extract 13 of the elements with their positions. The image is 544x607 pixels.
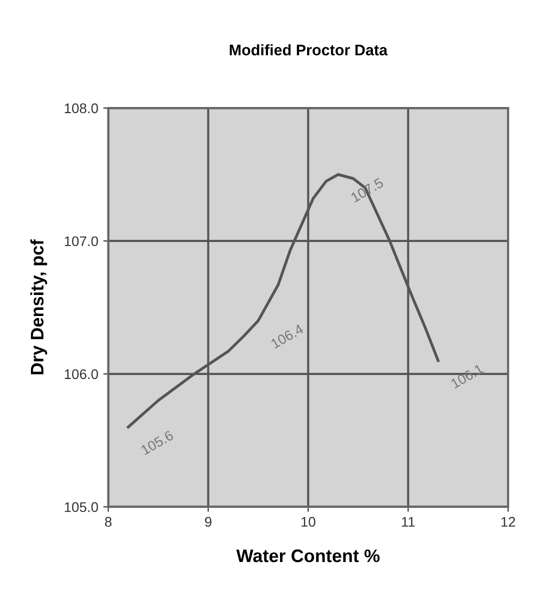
x-tick-label: 12	[501, 516, 516, 527]
x-tick-label: 11	[402, 517, 415, 527]
x-tick-label: 10	[302, 516, 316, 527]
y-tick-label: 108.0	[64, 103, 98, 114]
y-axis-title: Dry Density, pcf	[30, 239, 48, 374]
chart-title: Modified Proctor Data	[230, 44, 388, 56]
x-tick-label: 8	[105, 516, 112, 527]
data-label: 106.1	[450, 364, 484, 389]
y-tick-label: 105.0	[64, 502, 98, 512]
y-tick-label: 107.0	[64, 236, 98, 246]
y-tick-label: 106.0	[64, 369, 98, 380]
x-tick-label: 9	[205, 516, 212, 527]
x-axis-title: Water Content %	[236, 549, 380, 562]
